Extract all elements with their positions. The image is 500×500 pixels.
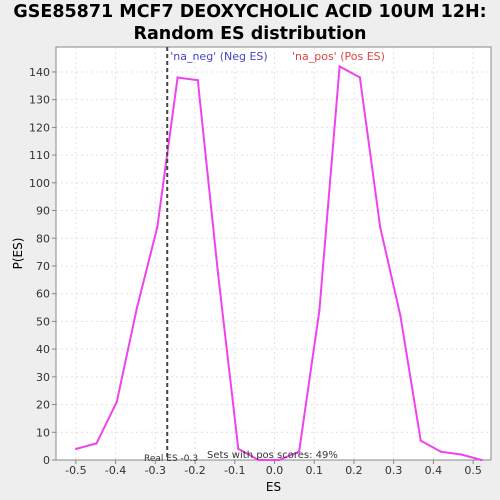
data-point (237, 447, 240, 451)
data-point (257, 458, 260, 462)
data-point (216, 273, 220, 276)
chart-title-line-1: GSE85871 MCF7 DEOXYCHOLIC ACID 10UM 12H: (13, 2, 487, 22)
real-es-label: Real ES -0.3 (144, 454, 198, 464)
y-tick-label: 40 (36, 343, 50, 356)
grid-layer (56, 47, 491, 461)
y-tick-label: 130 (29, 94, 50, 107)
y-tick-label: 50 (36, 315, 50, 328)
data-point (439, 450, 443, 453)
axes-layer: -0.5 -0.4 -0.3 -0.2 -0.1 0.0 0.1 0.2 0.3 0.4 0.5 0 1… (29, 46, 492, 477)
y-tick-label: 70 (36, 260, 50, 273)
x-tick-label: -0.1 (224, 464, 245, 477)
data-point (75, 447, 78, 451)
data-point (297, 450, 301, 453)
x-tick-label: 0.0 (266, 464, 284, 477)
y-tick-label: 80 (36, 232, 50, 245)
data-point (95, 442, 98, 445)
annotation-layer: 'na_neg' (Neg ES) 'na_pos' (Pos ES) Real E… (144, 47, 385, 464)
series-layer (75, 65, 483, 462)
neg-es-label: 'na_neg' (Neg ES) (170, 50, 267, 63)
data-point (156, 225, 159, 229)
data-point (176, 76, 179, 79)
x-tick-label: -0.5 (65, 464, 86, 477)
y-tick-label: 0 (43, 454, 50, 467)
data-point (460, 453, 463, 456)
data-point (399, 314, 402, 318)
sets-pos-label: Sets with pos scores: 49% (207, 450, 338, 461)
x-tick-label: 0.4 (425, 464, 443, 477)
y-tick-label: 30 (36, 371, 50, 384)
chart-title-line-2: Random ES distribution (133, 24, 367, 44)
y-tick-label: 120 (29, 121, 50, 134)
x-axis-label: ES (266, 480, 281, 494)
data-point (419, 439, 422, 442)
plot-area (56, 47, 491, 460)
data-point (135, 306, 139, 309)
y-tick-label: 10 (36, 426, 50, 439)
data-point (196, 79, 200, 82)
data-point (338, 65, 341, 68)
data-point (277, 458, 281, 462)
data-point (378, 225, 382, 229)
pos-es-label: 'na_pos' (Pos ES) (292, 50, 385, 63)
data-point (358, 76, 362, 79)
data-point (480, 458, 483, 462)
y-axis-label: P(ES) (11, 238, 25, 270)
y-tick-label: 110 (29, 149, 50, 162)
x-tick-label: 0.3 (385, 464, 403, 477)
x-tick-label: 0.5 (464, 464, 482, 477)
data-point (115, 400, 118, 403)
y-tick-label: 90 (36, 205, 50, 218)
x-tick-label: -0.3 (145, 464, 166, 477)
chart-title: GSE85871 MCF7 DEOXYCHOLIC ACID 10UM 12H:… (0, 1, 500, 45)
x-tick-label: -0.2 (184, 464, 205, 477)
y-tick-label: 60 (36, 288, 50, 301)
x-tick-label: 0.2 (345, 464, 363, 477)
y-tick-label: 140 (29, 66, 50, 79)
y-tick-label: 20 (36, 399, 50, 412)
x-tick-label: 0.1 (305, 464, 323, 477)
x-tick-label: -0.4 (105, 464, 126, 477)
y-tick-label: 100 (29, 177, 50, 190)
data-point (318, 309, 321, 312)
